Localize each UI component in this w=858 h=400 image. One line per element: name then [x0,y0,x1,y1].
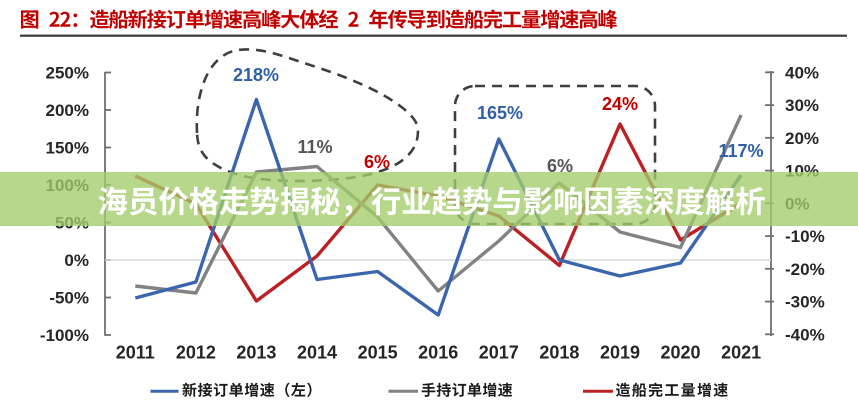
svg-text:-30%: -30% [785,293,825,312]
svg-text:200%: 200% [46,101,89,120]
svg-text:117%: 117% [718,141,763,161]
svg-text:2014: 2014 [297,343,337,363]
svg-text:24%: 24% [602,94,638,114]
svg-text:0%: 0% [64,251,89,270]
svg-text:150%: 150% [46,139,89,158]
svg-text:30%: 30% [785,96,819,115]
svg-text:6%: 6% [364,152,390,172]
svg-text:2013: 2013 [236,343,276,363]
svg-text:250%: 250% [46,64,89,83]
svg-text:-40%: -40% [785,325,825,344]
svg-text:2015: 2015 [358,343,398,363]
svg-text:2020: 2020 [660,343,700,363]
svg-text:2019: 2019 [600,343,640,363]
svg-text:2012: 2012 [176,343,216,363]
svg-text:11%: 11% [297,137,332,157]
svg-text:2021: 2021 [721,343,761,363]
svg-text:-50%: -50% [49,289,89,308]
svg-text:6%: 6% [547,156,573,176]
svg-text:2016: 2016 [418,343,458,363]
svg-text:2011: 2011 [116,343,155,363]
svg-text:40%: 40% [785,63,819,82]
svg-text:2017: 2017 [479,343,519,363]
svg-text:-100%: -100% [40,326,89,345]
svg-text:-20%: -20% [785,260,825,279]
svg-text:218%: 218% [233,65,279,85]
svg-text:165%: 165% [477,103,523,123]
svg-text:2018: 2018 [539,343,579,363]
svg-text:-10%: -10% [785,227,825,246]
svg-text:20%: 20% [785,129,819,148]
